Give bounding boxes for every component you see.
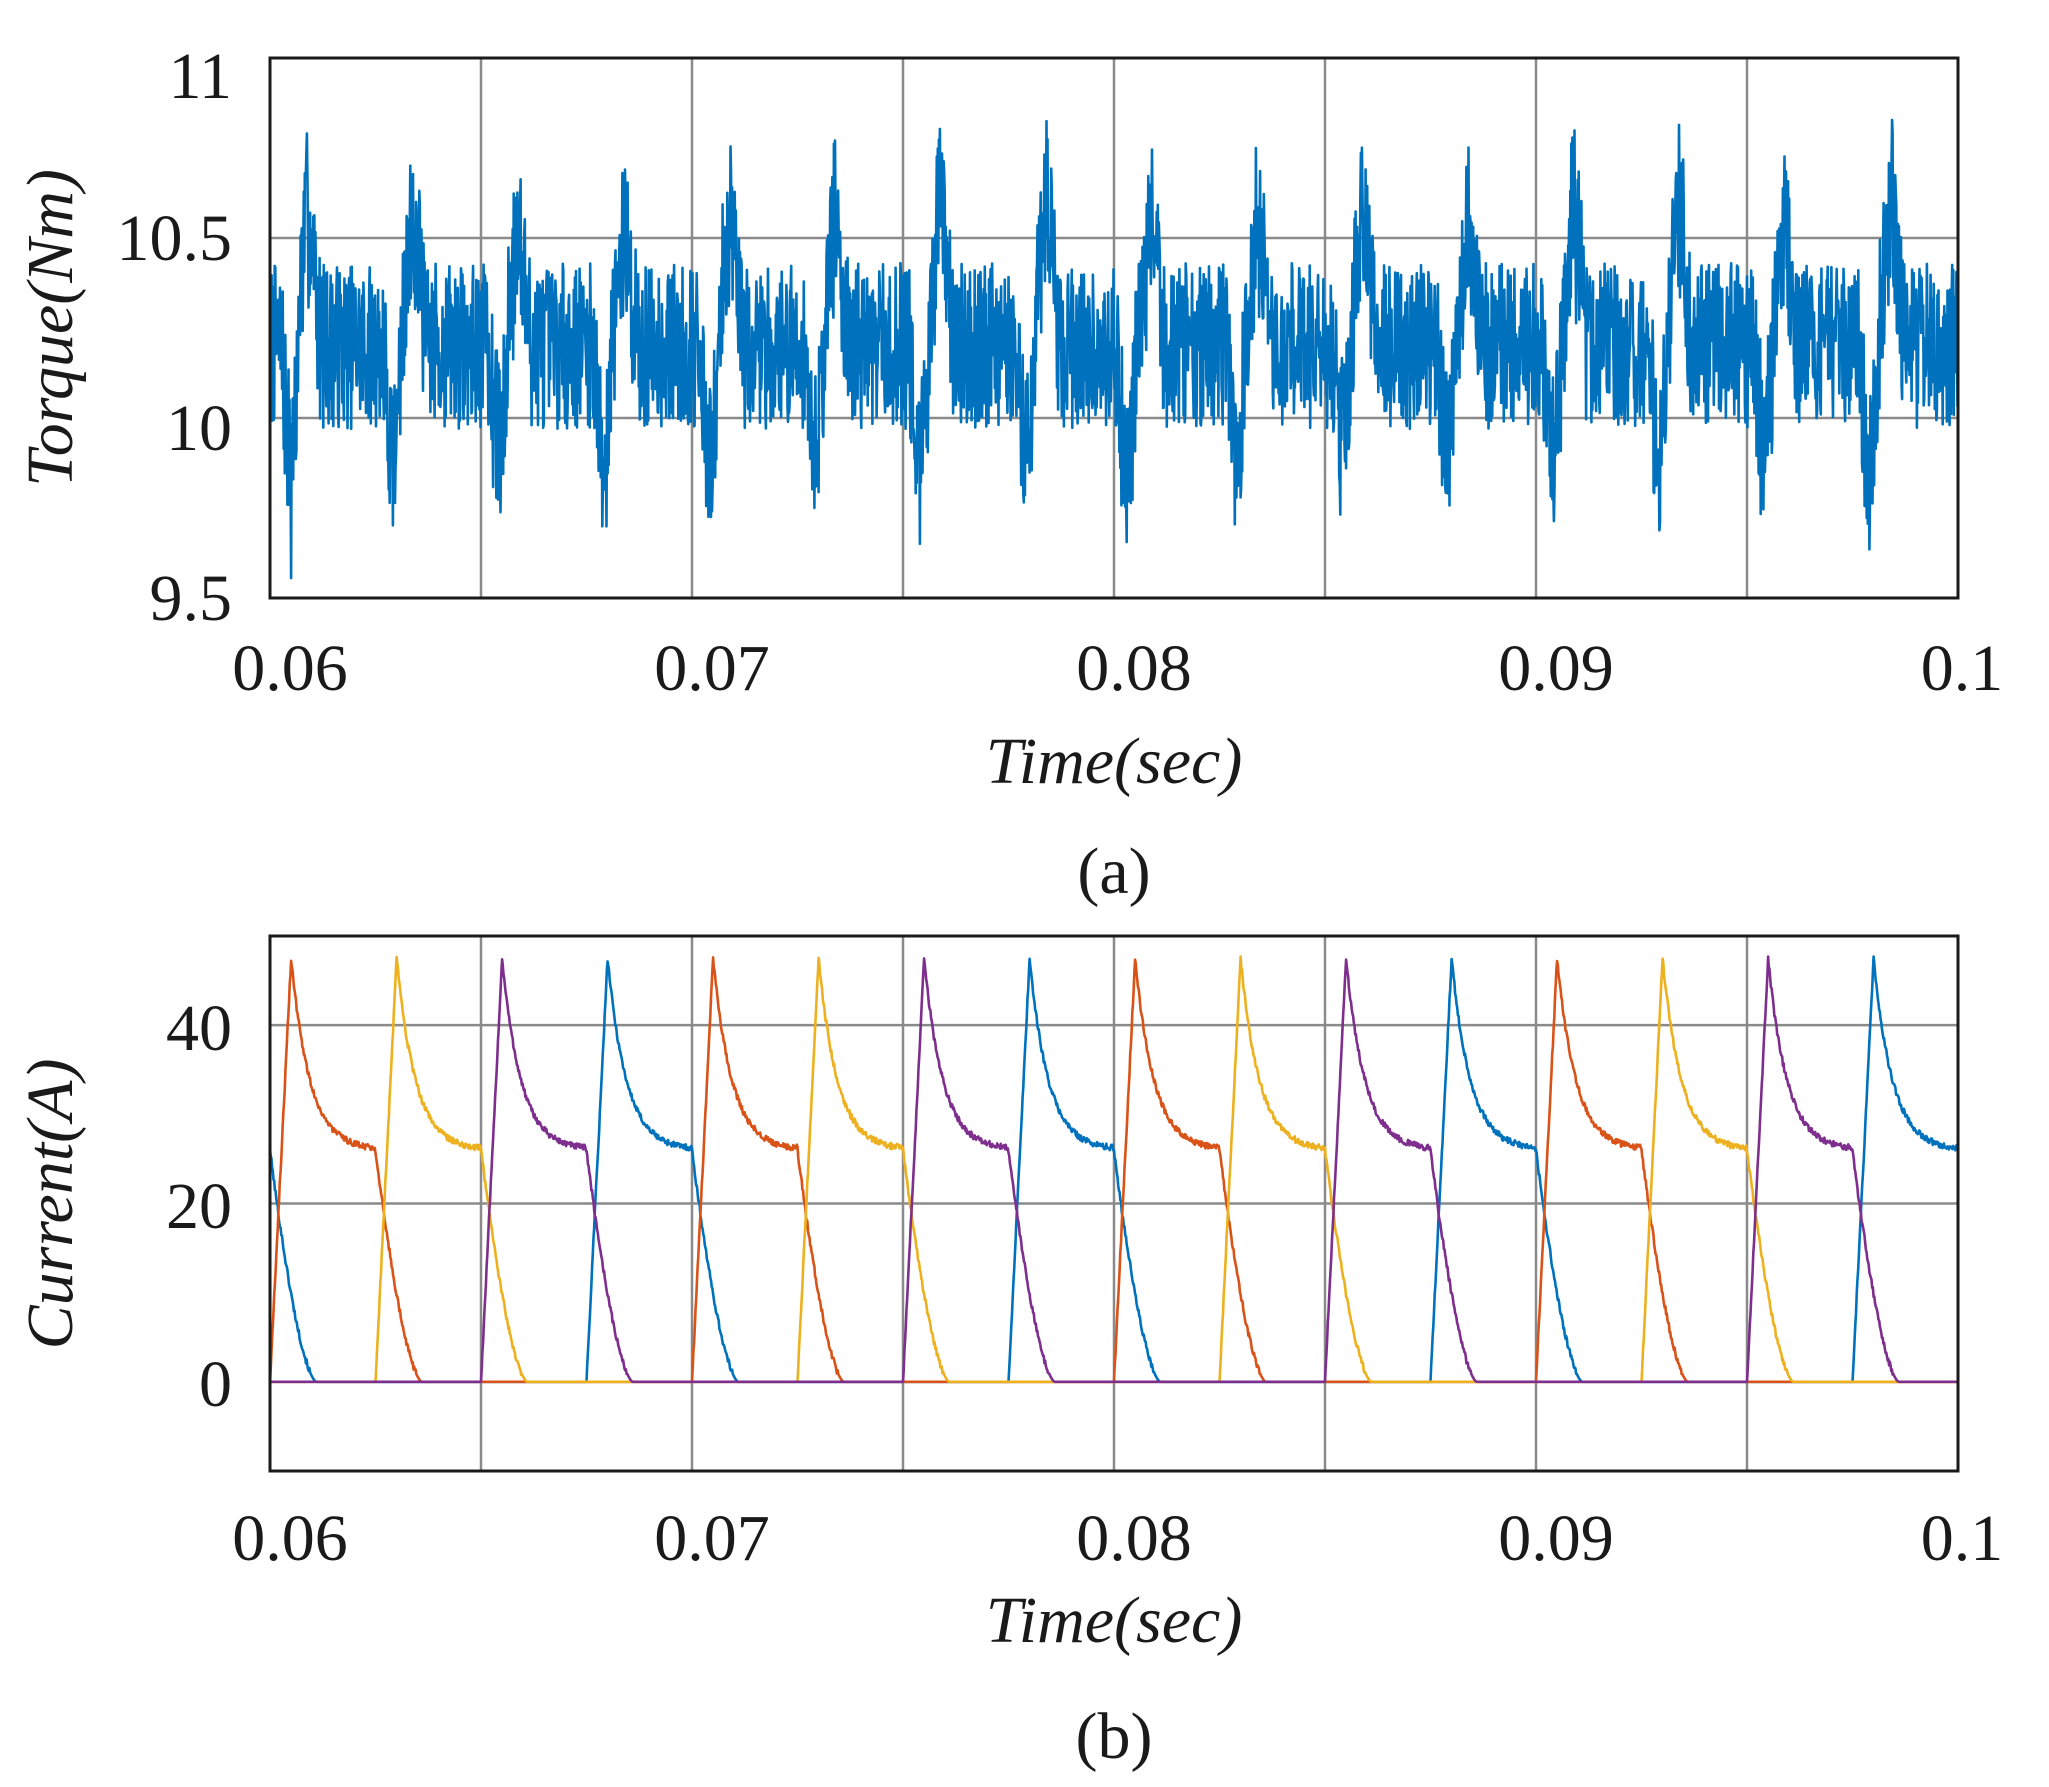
current-y-ticks: 0 20 40 xyxy=(166,992,232,1421)
current-x-axis-label: Time(sec) xyxy=(986,1584,1243,1657)
current-x-tick-label: 0.08 xyxy=(1076,1502,1192,1575)
current-series-line xyxy=(269,955,1959,1384)
torque-x-tick-label: 0.07 xyxy=(654,632,770,705)
current-y-tick-label: 40 xyxy=(166,992,232,1065)
panel-a-caption: (a) xyxy=(1077,835,1150,908)
torque-y-tick-label: 9.5 xyxy=(150,562,233,635)
current-x-tick-label: 0.1 xyxy=(1921,1502,2004,1575)
torque-x-tick-label: 0.06 xyxy=(232,632,348,705)
torque-x-tick-label: 0.1 xyxy=(1921,632,2004,705)
panel-b-caption: (b) xyxy=(1076,1700,1153,1773)
torque-y-tick-label: 11 xyxy=(168,40,232,113)
torque-plot-frame xyxy=(268,56,1960,600)
torque-x-tick-label: 0.08 xyxy=(1076,632,1192,705)
current-y-axis-label: Current(A) xyxy=(14,1059,87,1350)
current-grid xyxy=(268,936,1960,1471)
torque-x-ticks: 0.06 0.07 0.08 0.09 0.1 xyxy=(232,632,2003,705)
current-x-tick-label: 0.06 xyxy=(232,1502,348,1575)
torque-x-axis-label: Time(sec) xyxy=(986,725,1243,798)
torque-series-line xyxy=(268,118,1960,580)
current-x-ticks: 0.06 0.07 0.08 0.09 0.1 xyxy=(232,1502,2003,1575)
torque-y-axis-label: Torque(Nm) xyxy=(14,169,87,487)
current-x-tick-label: 0.07 xyxy=(654,1502,770,1575)
current-plot-frame xyxy=(268,934,1960,1473)
current-chart: 0 20 40 0.06 0.07 0.08 0.09 0.1 Time(sec… xyxy=(14,934,2003,1773)
torque-y-ticks: 9.5 10 10.5 11 xyxy=(117,40,233,635)
current-x-tick-label: 0.09 xyxy=(1498,1502,1614,1575)
current-series-layer xyxy=(268,955,1960,1384)
torque-chart: 9.5 10 10.5 11 0.06 0.07 0.08 0.09 0.1 T… xyxy=(14,40,2003,908)
torque-y-tick-label: 10.5 xyxy=(117,202,233,275)
torque-series-layer xyxy=(268,118,1960,580)
current-y-tick-label: 0 xyxy=(199,1348,232,1421)
current-y-tick-label: 20 xyxy=(166,1170,232,1243)
torque-y-tick-label: 10 xyxy=(166,392,232,465)
torque-x-tick-label: 0.09 xyxy=(1498,632,1614,705)
